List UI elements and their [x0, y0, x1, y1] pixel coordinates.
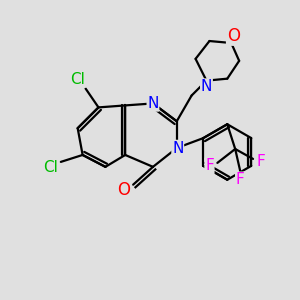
- Text: F: F: [205, 158, 214, 173]
- Text: O: O: [227, 27, 240, 45]
- Text: F: F: [256, 154, 265, 169]
- Text: O: O: [117, 181, 130, 199]
- Text: F: F: [236, 172, 244, 187]
- Text: N: N: [172, 140, 183, 155]
- Text: Cl: Cl: [70, 72, 85, 87]
- Text: N: N: [201, 79, 212, 94]
- Text: N: N: [147, 96, 159, 111]
- Text: Cl: Cl: [44, 160, 59, 175]
